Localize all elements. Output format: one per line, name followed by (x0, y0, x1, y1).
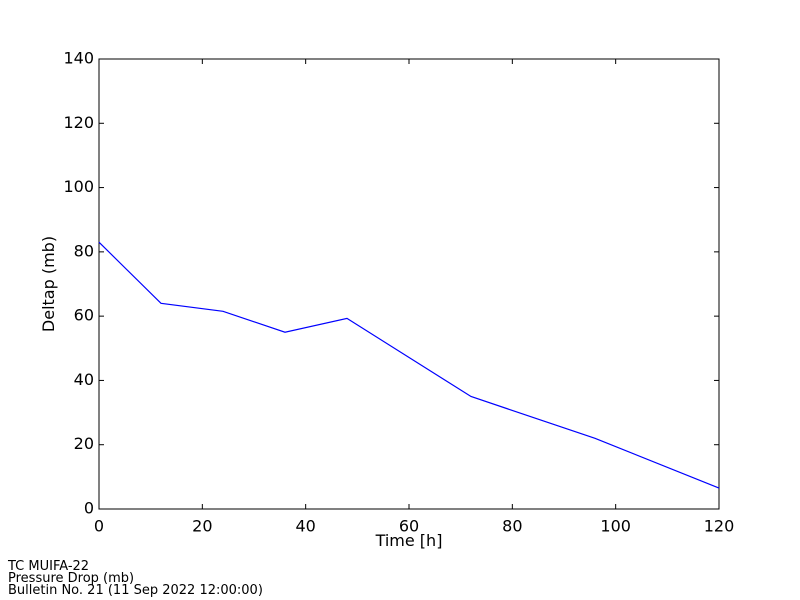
data-line (98, 241, 720, 489)
y-tick-label: 40 (74, 370, 94, 389)
x-tick-label: 100 (600, 517, 631, 536)
x-tick-label: 120 (704, 517, 735, 536)
plot-frame (98, 58, 720, 510)
x-tick-label: 40 (295, 517, 315, 536)
y-tick-label: 120 (63, 113, 94, 132)
y-axis-label: Deltap (mb) (39, 236, 58, 332)
footer-note: Pressure Drop (mb) (8, 571, 134, 586)
y-tick-label: 100 (63, 177, 94, 196)
y-tick-label: 60 (74, 306, 94, 325)
x-tick-label: 80 (502, 517, 522, 536)
y-tick-label: 80 (74, 241, 94, 260)
y-tick-label: 20 (74, 434, 94, 453)
footer-note: TC MUIFA-22 (7, 559, 89, 574)
x-tick-label: 60 (399, 517, 419, 536)
footer-note: Bulletin No. 21 (11 Sep 2022 12:00:00) (8, 583, 263, 598)
x-tick-label: 0 (94, 517, 104, 536)
x-tick-label: 20 (192, 517, 212, 536)
x-axis-label: Time [h] (375, 531, 443, 550)
y-tick-label: 0 (84, 499, 94, 518)
y-tick-label: 140 (63, 49, 94, 68)
